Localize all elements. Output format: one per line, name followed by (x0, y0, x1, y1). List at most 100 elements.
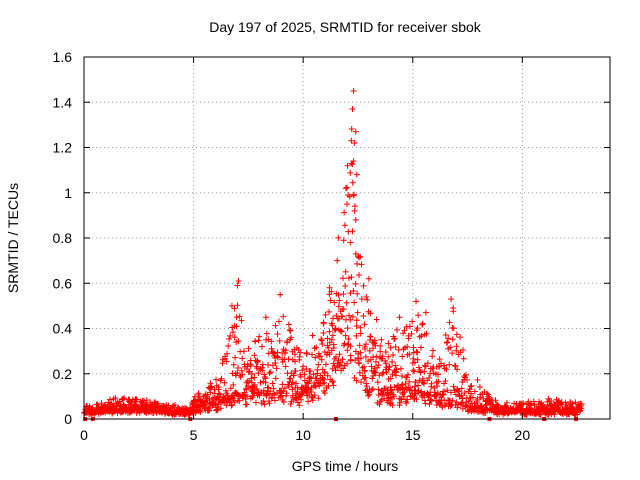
data-point (401, 327, 408, 334)
data-point (353, 323, 360, 330)
data-point (370, 354, 377, 361)
data-point (449, 350, 456, 357)
data-point (231, 334, 238, 341)
data-point (382, 349, 389, 356)
data-point (287, 327, 294, 334)
data-point (410, 344, 417, 351)
data-point (330, 345, 337, 352)
data-point (468, 382, 475, 389)
data-point (312, 383, 319, 390)
data-point (298, 396, 305, 403)
data-point (294, 399, 301, 406)
data-point (468, 390, 475, 397)
data-point (351, 139, 358, 146)
data-point (455, 388, 462, 395)
data-point (569, 400, 576, 407)
data-point (333, 312, 340, 319)
data-point (397, 395, 404, 402)
data-point (423, 330, 430, 337)
data-point (421, 397, 428, 404)
data-point (420, 379, 427, 386)
data-point (414, 325, 421, 332)
data-point (404, 396, 411, 403)
data-point (341, 209, 348, 216)
data-point (563, 401, 570, 408)
data-point (426, 392, 433, 399)
data-point (226, 335, 233, 342)
data-point (339, 313, 346, 320)
data-point (413, 348, 420, 355)
data-point (451, 387, 458, 394)
data-point (442, 332, 449, 339)
data-point (397, 365, 404, 372)
data-point (454, 366, 461, 373)
y-tick-label: 1 (64, 185, 72, 201)
data-point (347, 290, 354, 297)
data-point (460, 355, 467, 362)
data-point (415, 382, 422, 389)
data-point (393, 366, 400, 373)
data-point (347, 239, 354, 246)
data-point (334, 257, 341, 264)
data-point (326, 308, 333, 315)
data-point (395, 346, 402, 353)
data-point (251, 381, 258, 388)
data-point (350, 87, 357, 94)
data-point (171, 402, 178, 409)
data-point (262, 379, 269, 386)
data-point (232, 354, 239, 361)
data-point (354, 309, 361, 316)
data-point (329, 322, 336, 329)
y-tick-label: 1.4 (53, 94, 73, 110)
data-point (256, 392, 263, 399)
data-point (282, 347, 289, 354)
data-point (348, 137, 355, 144)
data-point (458, 392, 465, 399)
data-point (303, 365, 310, 372)
data-point (322, 311, 329, 318)
data-point (326, 284, 333, 291)
data-point (317, 353, 324, 360)
data-point (474, 399, 481, 406)
data-point (352, 128, 359, 135)
data-point (345, 336, 352, 343)
data-point (346, 312, 353, 319)
x-tick-label: 0 (80, 427, 88, 443)
data-point (415, 312, 422, 319)
data-point (390, 352, 397, 359)
data-point (410, 367, 417, 374)
data-point (313, 344, 320, 351)
data-point (315, 361, 322, 368)
data-point (318, 336, 325, 343)
data-point (230, 395, 237, 402)
data-point (417, 369, 424, 376)
data-point (326, 328, 333, 335)
data-point (492, 397, 499, 404)
data-point (221, 379, 228, 386)
data-point (321, 379, 328, 386)
data-point (336, 363, 343, 370)
data-point (450, 305, 457, 312)
data-point (578, 401, 585, 408)
data-point (275, 354, 282, 361)
data-point (297, 373, 304, 380)
data-point (348, 274, 355, 281)
data-point (406, 351, 413, 358)
data-point (366, 391, 373, 398)
data-point (349, 313, 356, 320)
data-point (329, 365, 336, 372)
data-point (318, 337, 325, 344)
data-point (449, 336, 456, 343)
data-point (279, 381, 286, 388)
data-point (301, 371, 308, 378)
data-point (428, 380, 435, 387)
data-point (292, 358, 299, 365)
data-point (288, 334, 295, 341)
data-point (98, 400, 105, 407)
data-point (406, 378, 413, 385)
data-point (503, 399, 510, 406)
data-point (315, 350, 322, 357)
data-point (255, 370, 262, 377)
data-point (444, 387, 451, 394)
data-point (435, 371, 442, 378)
